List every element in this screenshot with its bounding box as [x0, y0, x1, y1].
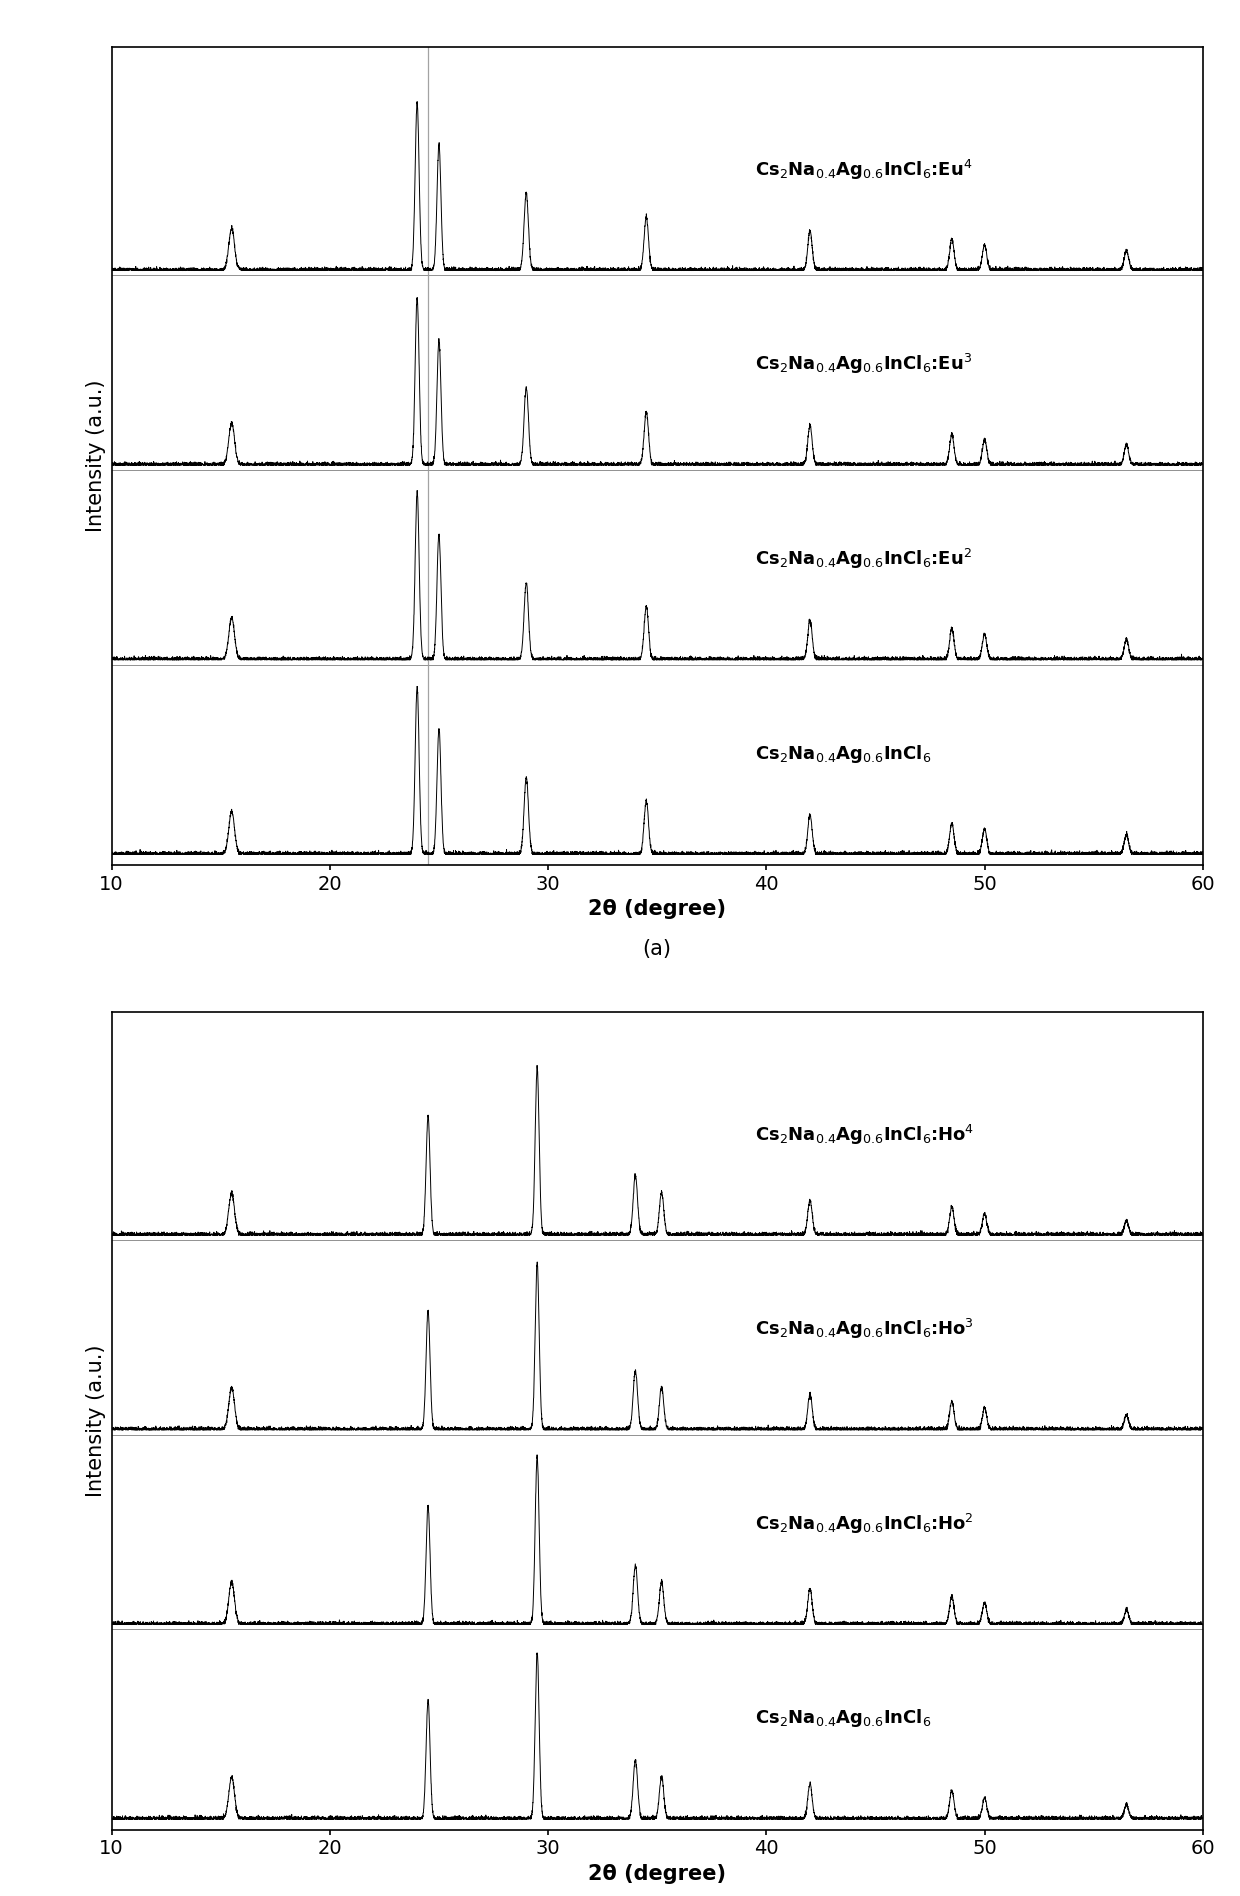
X-axis label: 2θ (degree): 2θ (degree)	[588, 899, 727, 920]
Text: Cs$_2$Na$_{0.4}$Ag$_{0.6}$InCl$_6$:Ho$^{4}$: Cs$_2$Na$_{0.4}$Ag$_{0.6}$InCl$_6$:Ho$^{…	[755, 1122, 975, 1147]
Text: Cs$_2$Na$_{0.4}$Ag$_{0.6}$InCl$_6$:Eu$^{3}$: Cs$_2$Na$_{0.4}$Ag$_{0.6}$InCl$_6$:Eu$^{…	[755, 353, 972, 377]
Text: Cs$_2$Na$_{0.4}$Ag$_{0.6}$InCl$_6$:Eu$^{2}$: Cs$_2$Na$_{0.4}$Ag$_{0.6}$InCl$_6$:Eu$^{…	[755, 548, 972, 571]
X-axis label: 2θ (degree): 2θ (degree)	[588, 1864, 727, 1885]
Text: Cs$_2$Na$_{0.4}$Ag$_{0.6}$InCl$_6$: Cs$_2$Na$_{0.4}$Ag$_{0.6}$InCl$_6$	[755, 1708, 931, 1729]
Text: Cs$_2$Na$_{0.4}$Ag$_{0.6}$InCl$_6$:Ho$^{2}$: Cs$_2$Na$_{0.4}$Ag$_{0.6}$InCl$_6$:Ho$^{…	[755, 1511, 973, 1536]
Y-axis label: Intensity (a.u.): Intensity (a.u.)	[86, 1344, 107, 1498]
Text: Cs$_2$Na$_{0.4}$Ag$_{0.6}$InCl$_6$:Eu$^{4}$: Cs$_2$Na$_{0.4}$Ag$_{0.6}$InCl$_6$:Eu$^{…	[755, 157, 973, 182]
Text: Cs$_2$Na$_{0.4}$Ag$_{0.6}$InCl$_6$: Cs$_2$Na$_{0.4}$Ag$_{0.6}$InCl$_6$	[755, 743, 931, 764]
Text: Cs$_2$Na$_{0.4}$Ag$_{0.6}$InCl$_6$:Ho$^{3}$: Cs$_2$Na$_{0.4}$Ag$_{0.6}$InCl$_6$:Ho$^{…	[755, 1318, 975, 1340]
Text: (a): (a)	[642, 939, 672, 959]
Y-axis label: Intensity (a.u.): Intensity (a.u.)	[86, 379, 107, 533]
